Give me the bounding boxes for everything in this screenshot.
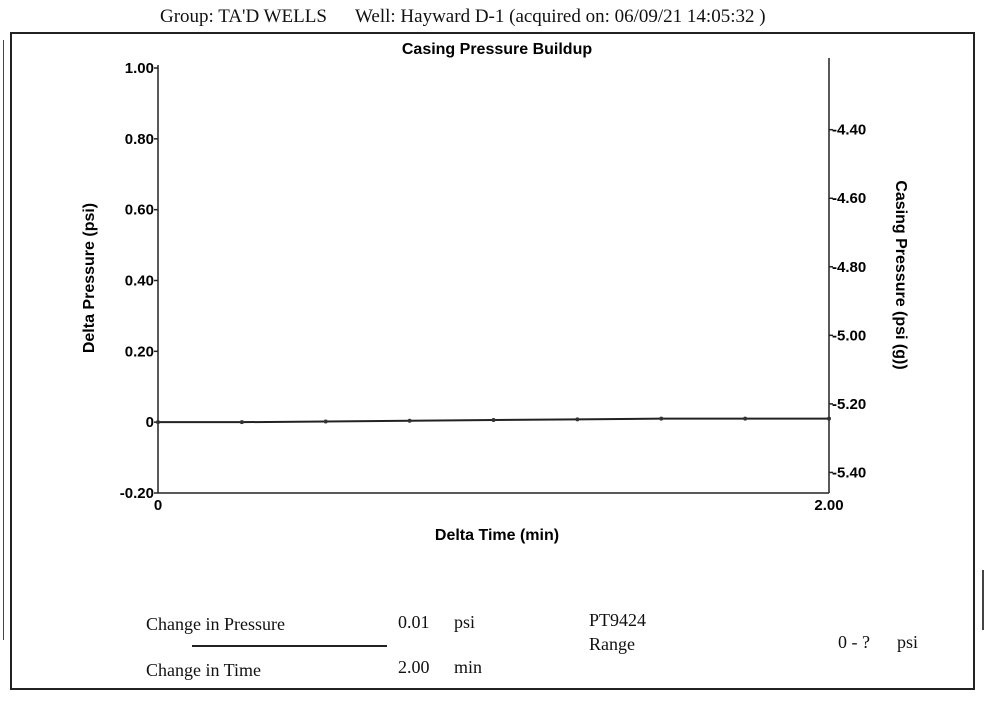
y2-tick-label: -4.60: [832, 190, 866, 207]
y-tick-label: 0.40: [125, 273, 154, 290]
y-tick-label: 1.00: [125, 60, 154, 77]
chart-title: Casing Pressure Buildup: [402, 41, 592, 58]
change-time-label: Change in Time: [146, 660, 262, 680]
x-tick-label: 0: [154, 497, 162, 514]
y2-axis-label: Casing Pressure (psi (g)): [892, 180, 909, 369]
group-label: Group: TA'D WELLS: [160, 6, 327, 27]
y2-tick-label: -4.40: [832, 122, 866, 139]
y-tick-label: -0.20: [120, 485, 154, 502]
y-tick-label: 0.20: [125, 343, 154, 360]
data-point: [659, 416, 664, 421]
change-pressure-label: Change in Pressure: [146, 614, 285, 634]
y2-tick-label: -5.40: [832, 464, 866, 481]
range-unit: psi: [897, 632, 919, 652]
y-axis-label: Delta Pressure (psi): [81, 203, 98, 353]
well-label: Well: Hayward D-1 (acquired on: 06/09/21…: [355, 6, 766, 27]
chart-ticks: 1.000.800.600.400.200-0.20-4.40-4.60-4.8…: [120, 60, 866, 514]
data-point: [156, 420, 160, 425]
report-frame: [10, 32, 975, 690]
x-tick-label: 2.00: [814, 497, 843, 514]
y-tick-label: 0.60: [125, 202, 154, 219]
change-time-value: 2.00: [398, 657, 430, 677]
data-point: [491, 418, 496, 423]
change-pressure-value: 0.01: [398, 612, 430, 632]
range-value: 0 - ?: [838, 632, 870, 652]
data-point: [743, 416, 748, 421]
x-axis-label: Delta Time (min): [435, 527, 559, 544]
data-point: [827, 416, 831, 421]
y2-tick-label: -5.20: [832, 396, 866, 413]
y2-tick-label: -5.00: [832, 327, 866, 344]
page-edge-left: [3, 40, 4, 640]
data-point: [407, 418, 412, 423]
footer-divider: [192, 645, 387, 647]
y-tick-label: 0.80: [125, 131, 154, 148]
data-point: [239, 420, 244, 425]
y2-tick-label: -4.80: [832, 259, 866, 276]
report-header: Group: TA'D WELLS Well: Hayward D-1 (acq…: [0, 4, 990, 32]
chart-axes: [157, 58, 830, 494]
data-point: [575, 417, 580, 422]
change-time-unit: min: [454, 657, 483, 677]
data-point: [323, 419, 328, 424]
page-edge-right: [982, 570, 984, 630]
sensor-id: PT9424: [589, 610, 647, 630]
range-label: Range: [589, 634, 635, 654]
chart-series: [156, 416, 831, 425]
change-pressure-unit: psi: [454, 612, 476, 632]
y-tick-label: 0: [146, 414, 154, 431]
